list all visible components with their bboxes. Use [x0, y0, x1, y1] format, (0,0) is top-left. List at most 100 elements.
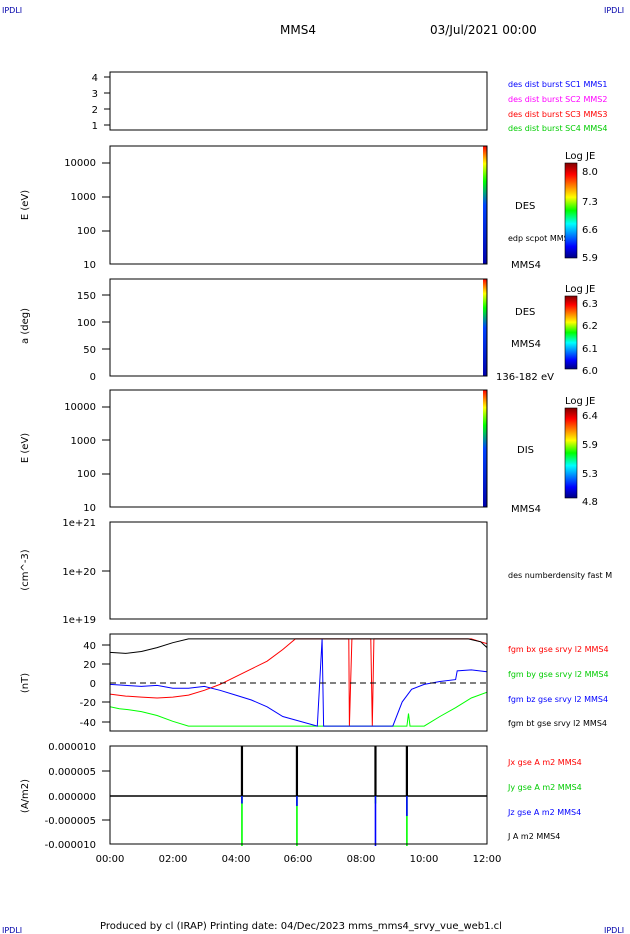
density-ytick-1e19: 1e+19	[62, 615, 96, 626]
xtick-1000: 10:00	[410, 854, 439, 865]
current-ytick-0: 0.000010	[48, 742, 96, 753]
fgm-series-line-1	[110, 691, 487, 727]
des-energy-data-strip	[483, 146, 487, 264]
fgm-ytick-20: 20	[83, 660, 96, 671]
corner-label-bottom-right: IPDLI	[604, 926, 624, 934]
fgm-ytick-minus20: -20	[80, 698, 96, 709]
legend-density: des numberdensity fast M	[508, 571, 612, 580]
des-energy-ytick-1000: 1000	[71, 192, 96, 203]
dis-energy-ytick-10000: 10000	[64, 402, 96, 413]
fgm-ytick-40: 40	[83, 641, 96, 652]
panel-current: (A/m2) 0.000010 0.000005 0.000000 -0.000…	[20, 742, 582, 851]
des-pitch-label-mms4: MMS4	[511, 339, 541, 350]
panel-burst-frame	[109, 71, 488, 131]
panel-des-pitch: a (deg) 150 100 50 0 DES MMS4 136-182 eV…	[20, 278, 598, 383]
des-energy-ytick-10: 10	[83, 260, 96, 271]
xtick-1200: 12:00	[473, 854, 502, 865]
colorbar-1-tick-1: 7.3	[582, 197, 598, 208]
colorbar-2-tick-2: 6.1	[582, 344, 598, 355]
legend-burst-mms2: des dist burst SC2 MMS2	[508, 95, 607, 104]
fgm-ylabel: (nT)	[20, 673, 31, 693]
des-energy-label-des: DES	[515, 201, 535, 212]
legend-fgm-by: fgm by gse srvy l2 MMS4	[508, 670, 609, 679]
panel-density-frame	[109, 521, 488, 620]
colorbar-1-tick-3: 5.9	[582, 253, 598, 264]
fgm-ytick-minus40: -40	[80, 718, 96, 729]
des-pitch-label-des: DES	[515, 307, 535, 318]
density-ytick-1e21: 1e+21	[62, 518, 96, 529]
des-pitch-data-strip	[483, 279, 487, 376]
colorbar-2-tick-0: 6.3	[582, 299, 598, 310]
xtick-0800: 08:00	[347, 854, 376, 865]
colorbar-1-tick-2: 6.6	[582, 225, 598, 236]
panel-dis-energy-frame	[109, 389, 488, 508]
current-ytick-1: 0.000005	[48, 767, 96, 778]
des-pitch-ytick-150: 150	[77, 291, 96, 302]
xtick-0600: 06:00	[284, 854, 313, 865]
footer-credit: Produced by cl (IRAP) Printing date: 04/…	[100, 921, 502, 932]
des-energy-ylabel: E (eV)	[20, 190, 31, 220]
panel-current-frame	[109, 745, 488, 845]
panel-fgm: (nT) 40 20 0 -20 -40 fgm bx gse srvy l2 …	[20, 633, 609, 732]
colorbar-2-tick-3: 6.0	[582, 366, 598, 377]
des-energy-label-mms4: MMS4	[511, 260, 541, 271]
des-pitch-ytick-0: 0	[90, 372, 96, 383]
des-energy-ytick-100: 100	[77, 226, 96, 237]
corner-label-bottom-left: IPDLI	[2, 926, 22, 934]
dis-energy-ytick-100: 100	[77, 469, 96, 480]
dis-energy-label-mms4: MMS4	[511, 504, 541, 515]
current-ytick-3: -0.000005	[45, 816, 96, 827]
des-energy-ytick-10000: 10000	[64, 158, 96, 169]
colorbar-3-title: Log JE	[565, 396, 595, 407]
current-ytick-4: -0.000010	[45, 840, 96, 851]
colorbar-3-tick-2: 5.3	[582, 469, 598, 480]
panel-des-energy-frame	[109, 145, 488, 265]
x-axis: 00:00 02:00 04:00 06:00 08:00 10:00 12:0…	[96, 854, 502, 865]
current-ylabel: (A/m2)	[20, 779, 31, 813]
legend-fgm-bt: fgm bt gse srvy l2 MMS4	[508, 719, 607, 728]
colorbar-1	[564, 162, 578, 259]
dis-energy-ytick-10: 10	[83, 503, 96, 514]
corner-label-top-right: IPDLI	[604, 6, 624, 15]
panel-des-pitch-frame	[109, 278, 488, 377]
colorbar-3-tick-1: 5.9	[582, 440, 598, 451]
panel-dis-energy: E (eV) 10000 1000 100 10 DIS MMS4 Log JE…	[20, 389, 598, 515]
colorbar-1-tick-0: 8.0	[582, 167, 598, 178]
density-ytick-1e20: 1e+20	[62, 567, 96, 578]
panel-des-energy: E (eV) 10000 1000 100 10 DES edp scpot M…	[20, 145, 598, 271]
fgm-series-line-2	[110, 638, 487, 727]
date-title: 03/Jul/2021 00:00	[430, 23, 537, 37]
burst-ytick-2: 2	[92, 105, 98, 116]
legend-fgm-bx: fgm bx gse srvy l2 MMS4	[508, 645, 609, 654]
legend-fgm-bz: fgm bz gse srvy l2 MMS4	[508, 695, 608, 704]
corner-label-top-left: IPDLI	[2, 6, 22, 15]
colorbar-3	[564, 407, 578, 499]
des-pitch-ytick-50: 50	[83, 345, 96, 356]
legend-burst-mms1: des dist burst SC1 MMS1	[508, 80, 607, 89]
dis-energy-ytick-1000: 1000	[71, 436, 96, 447]
legend-current-jx: Jx gse A m2 MMS4	[507, 758, 582, 767]
fgm-series-line-3	[110, 638, 487, 654]
colorbar-2	[564, 295, 578, 370]
colorbar-1-title: Log JE	[565, 151, 595, 162]
legend-burst-mms3: des dist burst SC3 MMS3	[508, 110, 607, 119]
panel-burst: 4 3 2 1 des dist burst SC1 MMS1 des dist…	[92, 71, 607, 133]
xtick-0200: 02:00	[159, 854, 188, 865]
des-pitch-label-energy: 136-182 eV	[496, 372, 554, 383]
xtick-0000: 00:00	[96, 854, 125, 865]
dis-energy-data-strip	[483, 390, 487, 507]
colorbar-3-tick-3: 4.8	[582, 497, 598, 508]
des-pitch-ylabel: a (deg)	[20, 308, 31, 344]
colorbar-3-tick-0: 6.4	[582, 411, 598, 422]
xtick-0400: 04:00	[222, 854, 251, 865]
legend-current-jy: Jy gse A m2 MMS4	[507, 783, 582, 792]
legend-burst-mms4: des dist burst SC4 MMS4	[508, 124, 607, 133]
panel-density: (cm^-3) 1e+21 1e+20 1e+19 des numberdens…	[20, 518, 612, 626]
dis-energy-ylabel: E (eV)	[20, 433, 31, 463]
panel-fgm-frame	[109, 633, 488, 732]
burst-ytick-1: 1	[92, 121, 98, 132]
des-pitch-ytick-100: 100	[77, 318, 96, 329]
burst-ytick-3: 3	[92, 89, 98, 100]
legend-current-jz: Jz gse A m2 MMS4	[507, 808, 581, 817]
